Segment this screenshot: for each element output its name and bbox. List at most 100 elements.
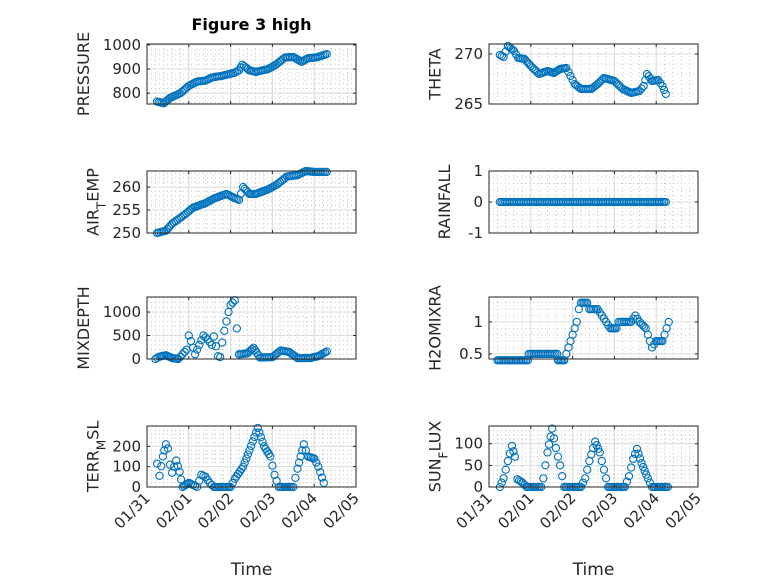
- data-point: [248, 437, 257, 446]
- data-point: [624, 472, 634, 481]
- data-point: [172, 456, 181, 465]
- data-point: [211, 342, 221, 351]
- data-point: [322, 347, 331, 356]
- data-point: [637, 84, 646, 93]
- data-point: [503, 456, 512, 466]
- data-point: [630, 449, 640, 459]
- data-point: [518, 478, 527, 487]
- data-point: [197, 336, 206, 345]
- y-axis-label-part: RAINFALL: [435, 165, 454, 240]
- y-axis-label-subscript: F: [437, 451, 451, 458]
- data-point: [180, 347, 189, 357]
- y-axis-label: PRESSURE: [74, 32, 93, 116]
- data-point: [266, 452, 275, 461]
- y-tick-label: 1000: [103, 36, 141, 54]
- data-point: [246, 441, 256, 451]
- data-point: [163, 444, 173, 453]
- y-tick-label: 900: [112, 60, 141, 78]
- data-point: [314, 462, 323, 471]
- subplot-mixdepth: 0 500 1000 MIXDEPTH: [74, 286, 357, 370]
- data-point: [640, 466, 649, 475]
- data-point: [583, 465, 592, 474]
- data-point: [228, 298, 237, 307]
- data-point: [250, 432, 259, 442]
- y-axis-label: AIRTEMP: [84, 168, 109, 236]
- data-point: [497, 478, 506, 487]
- data-point: [661, 197, 670, 207]
- axes-box: [146, 425, 357, 488]
- data-point: [597, 456, 607, 466]
- data-point: [549, 434, 559, 443]
- data-point: [161, 440, 170, 449]
- y-tick-label: 200: [112, 437, 141, 455]
- y-tick-label: 1: [473, 162, 483, 180]
- data-point: [544, 440, 554, 449]
- data-point: [551, 443, 561, 453]
- data-point: [152, 459, 162, 468]
- subplot-pressure: 800 900 1000 PRESSURE Figure 3 high: [74, 15, 357, 116]
- data-point: [310, 454, 319, 463]
- data-point: [632, 444, 642, 454]
- data-point: [509, 447, 518, 456]
- data-point: [510, 452, 520, 461]
- data-point: [599, 465, 609, 474]
- data-point: [175, 467, 184, 476]
- data-point: [626, 463, 636, 472]
- data-point: [195, 340, 204, 350]
- y-tick-label: 0: [473, 478, 483, 496]
- data-point: [658, 81, 667, 91]
- subplot-rainfall: -1 0 1 RAINFALL: [435, 162, 699, 242]
- data-point: [312, 458, 321, 467]
- data-point: [566, 71, 575, 81]
- x-axis-label: Time: [572, 560, 615, 580]
- data-point: [661, 89, 670, 99]
- y-axis-label-part: THETA: [426, 48, 445, 100]
- data-point: [664, 317, 673, 327]
- data-point: [176, 475, 186, 484]
- axes-box: [146, 296, 357, 360]
- data-point: [547, 424, 557, 433]
- data-point: [294, 458, 304, 467]
- data-point: [322, 49, 331, 59]
- y-axis-label-part: EMP: [84, 168, 103, 202]
- data-point: [501, 465, 510, 474]
- data-point: [155, 471, 164, 480]
- y-axis-label-part: LUX: [426, 421, 445, 452]
- y-tick-label: 270: [454, 45, 483, 63]
- data-point: [553, 452, 563, 461]
- y-axis-label-part: MIXDEPTH: [74, 286, 93, 369]
- data-point: [634, 449, 643, 458]
- axes-box: [146, 170, 357, 234]
- y-tick-label: 100: [112, 458, 141, 476]
- data-point: [238, 462, 248, 471]
- data-point: [193, 345, 202, 354]
- data-point: [258, 437, 267, 446]
- data-point: [637, 459, 646, 468]
- data-point: [594, 444, 603, 453]
- y-axis-label-part: H2OMIXRA: [426, 285, 445, 371]
- y-tick-label: 0: [473, 193, 483, 211]
- y-axis-label: H2OMIXRA: [426, 285, 445, 371]
- y-axis-label: RAINFALL: [435, 165, 454, 240]
- data-point: [642, 470, 651, 479]
- data-point: [564, 67, 573, 77]
- data-point: [190, 350, 200, 359]
- data-point: [184, 331, 193, 340]
- data-point: [572, 317, 581, 327]
- data-point: [157, 462, 166, 471]
- data-point: [222, 317, 231, 326]
- data-point: [635, 454, 645, 463]
- data-point: [201, 333, 210, 342]
- data-point: [291, 473, 300, 482]
- y-tick-label: 250: [112, 224, 141, 242]
- data-point: [293, 464, 302, 473]
- data-point: [539, 474, 548, 483]
- data-point: [298, 446, 307, 455]
- y-tick-label: -1: [468, 224, 483, 242]
- y-tick-label: 0: [131, 350, 141, 368]
- data-point: [178, 350, 187, 359]
- chart-title: Figure 3 high: [192, 15, 312, 34]
- data-point: [243, 450, 252, 459]
- data-point: [251, 428, 261, 437]
